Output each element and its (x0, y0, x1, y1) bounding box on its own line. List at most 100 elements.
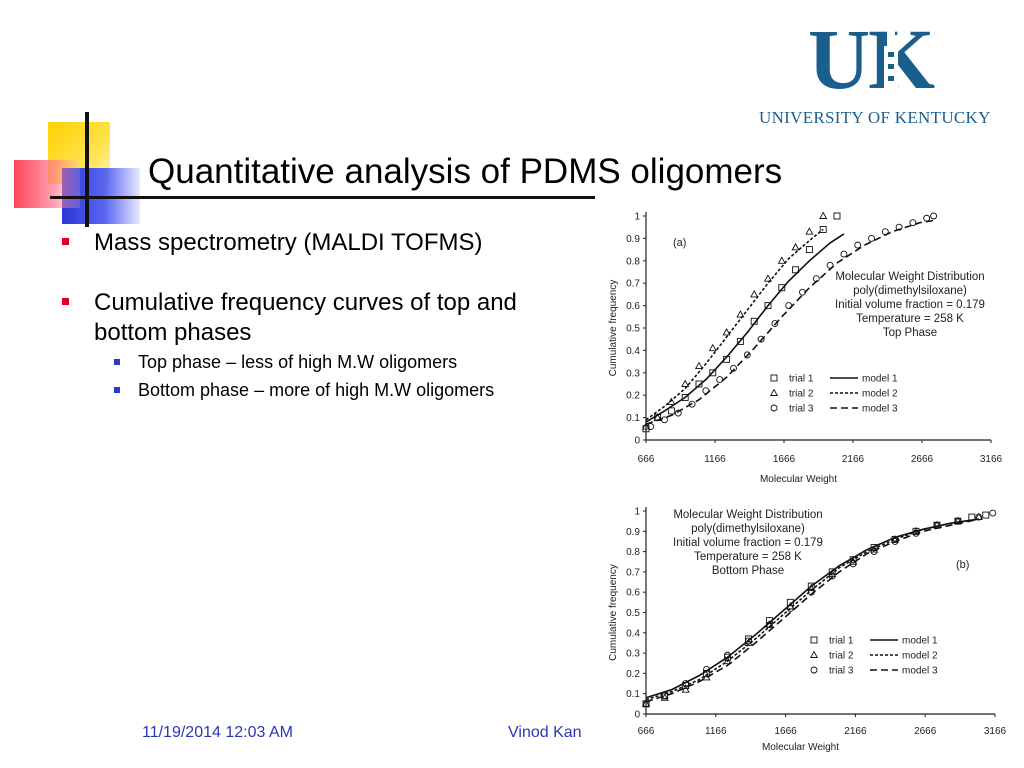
bullet-list: Mass spectrometry (MALDI TOFMS) Cumulati… (60, 228, 600, 404)
y-tick-label: 0.2 (626, 391, 640, 402)
panel-label: (b) (956, 559, 969, 571)
x-tick-label: 2166 (844, 726, 867, 737)
y-tick-label: 0.7 (626, 279, 640, 290)
y-tick-label: 1 (634, 212, 640, 223)
point-trial-1 (681, 393, 689, 401)
point-trial-2 (777, 256, 786, 264)
legend-marker (810, 666, 818, 674)
bullet-item: Mass spectrometry (MALDI TOFMS) (60, 228, 600, 258)
point-trial-1 (667, 407, 675, 415)
point-trial-3 (688, 400, 696, 408)
point-trial-2 (744, 638, 753, 646)
point-trial-1 (682, 682, 690, 690)
y-tick-label: 0.5 (626, 608, 640, 619)
logo-mark: UK (808, 11, 935, 107)
annotation-line: Bottom Phase (712, 565, 784, 577)
point-trial-3 (840, 250, 848, 258)
point-trial-3 (975, 513, 983, 521)
point-trial-3 (703, 665, 711, 673)
point-trial-2 (953, 516, 962, 525)
point-trial-3 (745, 637, 752, 645)
point-trial-3 (912, 529, 920, 537)
point-trial-3 (870, 548, 878, 556)
y-tick-label: 0.1 (626, 413, 640, 424)
point-trial-3 (828, 572, 836, 580)
legend-label: model 2 (902, 651, 938, 662)
point-trial-1 (724, 653, 731, 661)
legend-marker (810, 636, 818, 644)
point-trial-1 (833, 212, 841, 220)
point-trial-3 (868, 234, 875, 242)
point-trial-1 (792, 266, 800, 274)
y-tick-label: 0.8 (626, 547, 640, 558)
point-trial-3 (702, 387, 710, 395)
legend-label: trial 1 (829, 636, 854, 647)
point-trial-2 (722, 328, 731, 336)
legend-label: model 3 (902, 666, 938, 677)
decor-red-square (14, 160, 80, 208)
annotation-line: poly(dimethylsiloxane) (691, 523, 805, 535)
point-trial-2 (708, 343, 717, 352)
point-trial-3 (812, 275, 820, 283)
point-trial-2 (694, 361, 704, 370)
x-tick-label: 1166 (705, 726, 727, 737)
y-tick-label: 0.5 (626, 324, 640, 335)
point-trial-1 (968, 513, 976, 521)
point-trial-1 (709, 369, 717, 377)
sub-bullet-item: Top phase – less of high M.W oligomers (60, 348, 600, 376)
y-tick-label: 0.6 (626, 301, 640, 312)
legend-label: trial 2 (789, 389, 814, 400)
point-trial-3 (881, 228, 889, 236)
point-trial-1 (703, 669, 711, 677)
y-axis-label: Cumulative frequency (608, 564, 619, 661)
annotation-line: Molecular Weight Distribution (835, 271, 984, 283)
x-tick-label: 666 (638, 726, 655, 737)
x-tick-label: 1666 (774, 726, 797, 737)
point-trial-2 (736, 310, 745, 318)
footer-author: Vinod Kan (508, 724, 582, 741)
legend-label: trial 1 (789, 374, 814, 385)
point-trial-3 (785, 302, 793, 310)
legend-label: model 3 (862, 404, 898, 415)
point-trial-2 (765, 620, 774, 628)
point-trial-2 (667, 397, 676, 405)
annotation-line: Initial volume fraction = 0.179 (673, 537, 823, 549)
point-trial-3 (854, 241, 862, 249)
point-trial-3 (730, 364, 737, 372)
point-trial-1 (764, 302, 772, 310)
x-tick-label: 2666 (914, 726, 937, 737)
point-trial-3 (642, 700, 650, 708)
annotation-line: poly(dimethylsiloxane) (853, 285, 967, 297)
point-trial-3 (989, 509, 997, 517)
tower-icon (884, 20, 898, 92)
point-trial-2 (819, 211, 828, 219)
point-trial-3 (674, 409, 682, 417)
x-axis-label: Molecular Weight (760, 474, 837, 485)
x-tick-label: 666 (638, 454, 655, 465)
series-line-model-1 (645, 518, 979, 699)
point-trial-2 (805, 227, 814, 235)
legend-label: trial 2 (829, 651, 854, 662)
legend-marker (769, 388, 779, 396)
legend-label: model 1 (862, 374, 898, 385)
point-trial-3 (724, 651, 731, 659)
x-tick-label: 2666 (911, 454, 934, 465)
point-trial-2 (723, 656, 732, 665)
legend-label: trial 3 (789, 404, 814, 415)
point-trial-3 (930, 212, 938, 220)
x-tick-label: 2166 (842, 454, 865, 465)
annotation-line: Initial volume fraction = 0.179 (835, 299, 985, 311)
point-trial-2 (807, 583, 816, 592)
point-trial-3 (849, 560, 857, 568)
series-line-model-3 (645, 219, 934, 426)
point-trial-3 (771, 320, 779, 327)
point-trial-2 (641, 699, 651, 707)
point-trial-3 (891, 538, 899, 545)
sub-bullet-text: Bottom phase – more of high M.W oligomer… (138, 380, 495, 400)
y-tick-label: 0.9 (626, 527, 640, 538)
series-line-model-3 (645, 518, 979, 703)
point-trial-3 (757, 335, 765, 343)
point-trial-3 (933, 521, 941, 529)
y-tick-label: 0.1 (626, 689, 640, 700)
